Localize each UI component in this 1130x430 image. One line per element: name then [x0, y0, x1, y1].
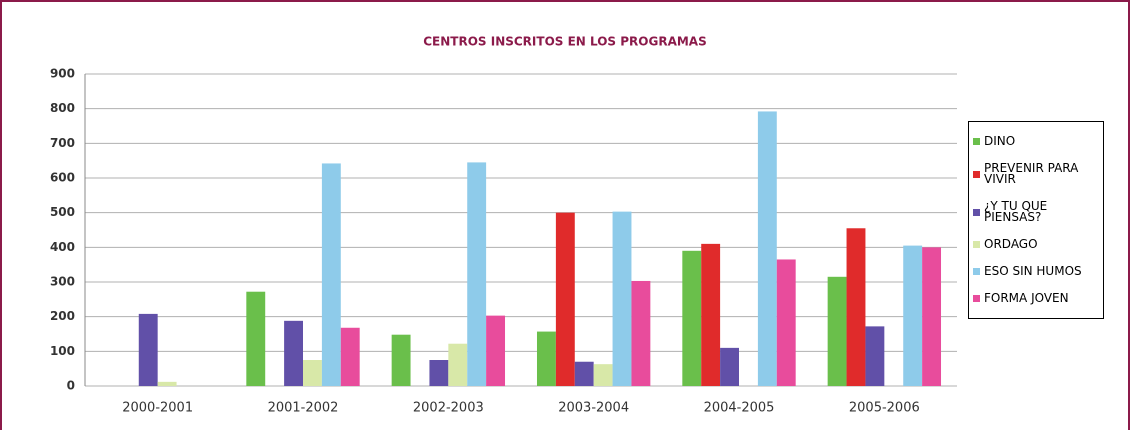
bar [720, 347, 739, 386]
x-tick-label: 2004-2005 [704, 401, 775, 416]
legend-item: ORDAGO [973, 237, 1099, 251]
bar [303, 360, 322, 386]
bar [631, 280, 651, 386]
y-tick-label: 300 [50, 275, 75, 289]
bar [846, 228, 866, 386]
legend-label: ESO SIN HUMOS [984, 264, 1082, 278]
bar [138, 313, 158, 386]
bar [682, 250, 702, 386]
bar [467, 162, 487, 386]
bar [776, 259, 796, 386]
y-tick-label: 200 [50, 309, 75, 323]
bar [157, 381, 177, 386]
legend-item: PREVENIR PARA VIVIR [973, 161, 1099, 186]
legend-item: ESO SIN HUMOS [973, 264, 1099, 278]
bar [391, 334, 411, 386]
bar [827, 276, 847, 386]
bar [903, 245, 923, 386]
legend-swatch [973, 170, 980, 178]
legend-item: ¿Y TU QUE PIENSAS? [973, 199, 1099, 224]
x-tick-label: 2003-2004 [558, 401, 629, 416]
bar [612, 211, 632, 386]
legend-label: ¿Y TU QUE PIENSAS? [984, 199, 1048, 224]
legend-swatch [973, 138, 980, 145]
legend-label: FORMA JOVEN [984, 291, 1069, 305]
bar [536, 331, 556, 386]
bar [340, 327, 360, 386]
y-tick-label: 900 [50, 67, 75, 81]
x-tick-label: 2005-2006 [849, 401, 920, 416]
bar [429, 360, 449, 386]
bar [574, 361, 594, 386]
legend: DINO PREVENIR PARA VIVIR ¿Y TU QUE PIENSAS… [968, 121, 1104, 319]
y-tick-label: 500 [50, 205, 75, 219]
bar [922, 247, 942, 386]
bar [593, 364, 613, 386]
bar [555, 212, 575, 386]
legend-item: FORMA JOVEN [973, 291, 1099, 305]
y-tick-label: 800 [50, 101, 75, 115]
bar [757, 111, 777, 386]
bar [284, 320, 303, 386]
legend-item: DINO [973, 134, 1099, 148]
legend-label: PREVENIR PARA VIVIR [984, 161, 1079, 186]
bar [486, 315, 506, 386]
y-tick-label: 700 [50, 136, 75, 150]
legend-swatch [973, 241, 980, 248]
legend-label: DINO [984, 134, 1016, 148]
bar [865, 326, 885, 386]
bar [246, 291, 266, 386]
bar [701, 243, 721, 386]
chart-title: CENTROS INSCRITOS EN LOS PROGRAMAS [423, 35, 707, 49]
x-tick-label: 2002-2003 [413, 401, 484, 416]
y-tick-label: 400 [50, 240, 75, 254]
legend-swatch [973, 268, 980, 275]
y-tick-label: 100 [50, 344, 75, 358]
bar [321, 163, 341, 386]
x-tick-label: 2000-2001 [122, 401, 193, 416]
y-tick-label: 600 [50, 171, 75, 185]
bar [448, 343, 468, 386]
legend-label: ORDAGO [984, 237, 1038, 251]
legend-swatch [973, 208, 980, 216]
y-tick-label: 0 [67, 379, 75, 393]
x-tick-label: 2001-2002 [268, 401, 339, 416]
legend-swatch [973, 295, 980, 302]
